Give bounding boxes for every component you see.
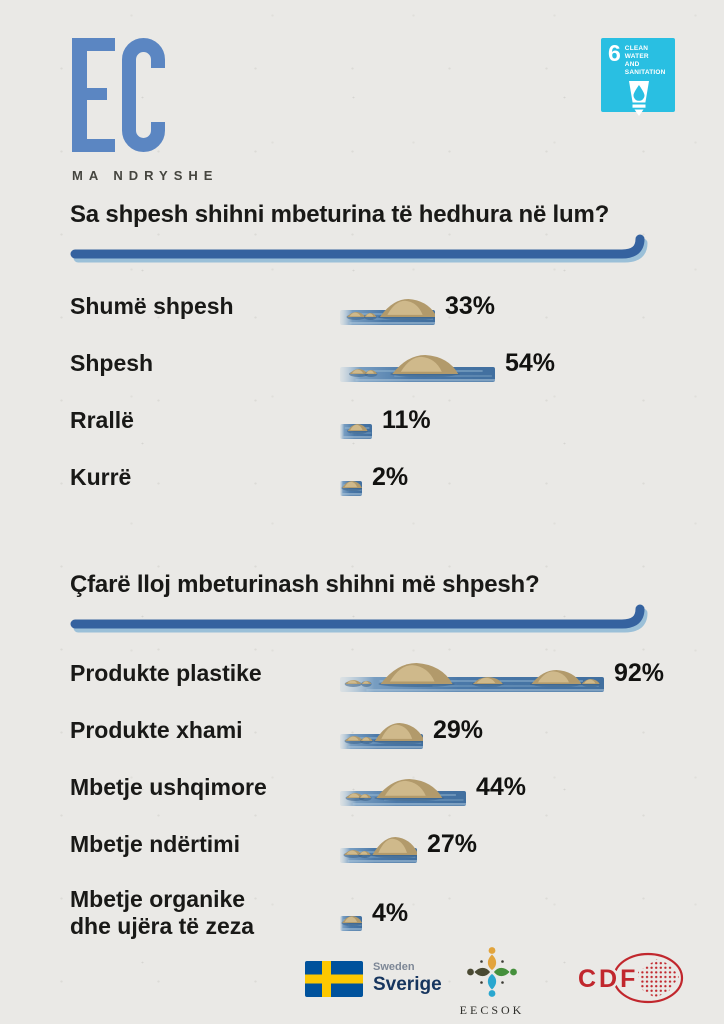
bar-cell: 27% xyxy=(340,822,477,868)
sweden-sverige-logo: Sweden Sverige xyxy=(305,961,442,997)
category-label: Kurrë xyxy=(70,463,132,490)
value-label: 44% xyxy=(476,773,527,801)
chart-row: Mbetje ushqimore 44% xyxy=(70,759,664,816)
river-bar-illustration xyxy=(340,778,466,806)
chart-row: Shumë shpesh 33% xyxy=(70,278,555,335)
bar-cell: 33% xyxy=(340,284,495,330)
ec-ma-ndryshe-logo: EC MA NDRYSHE xyxy=(72,38,218,183)
bar-cell: 44% xyxy=(340,765,526,811)
eecsok-compass-icon xyxy=(467,947,517,997)
sverige-label: Sverige xyxy=(373,974,442,996)
sdg6-title: CLEAN WATER AND SANITATION xyxy=(625,43,670,78)
swedish-flag-icon xyxy=(305,961,363,997)
river-bar-illustration xyxy=(340,916,362,931)
bar-cell: 92% xyxy=(340,651,664,697)
bar-cell: 4% xyxy=(340,890,408,936)
value-label: 4% xyxy=(372,898,409,927)
value-label: 54% xyxy=(505,349,556,377)
sweden-label: Sweden xyxy=(373,961,415,974)
question-1-title: Sa shpesh shihni mbeturina të hedhura në… xyxy=(70,201,610,228)
bar-cell: 29% xyxy=(340,708,483,754)
eecsok-label: EECSOK xyxy=(459,1003,525,1017)
ec-logo-mark-icon xyxy=(72,38,172,152)
sdg6-badge: 6 CLEAN WATER AND SANITATION xyxy=(601,38,675,116)
value-label: 2% xyxy=(372,463,409,491)
chart-row: Mbetje ndërtimi 27% xyxy=(70,816,664,873)
chart-1-rows: Shumë shpesh 33% Shpesh 54% Rrallë 11% Kurrë 2% xyxy=(70,278,555,506)
value-label: 29% xyxy=(433,716,484,744)
sdg6-title-line1: CLEAN WATER xyxy=(624,45,649,61)
question-1-block: Sa shpesh shihni mbeturina të hedhura në… xyxy=(70,201,655,265)
sdg6-title-line2: AND SANITATION xyxy=(624,61,666,77)
heading-underline-swoosh-icon xyxy=(70,234,648,263)
category-label: Produkte xhami xyxy=(70,716,243,743)
category-label: Mbetje ndërtimi xyxy=(70,830,240,857)
question-2-title: Çfarë lloj mbeturinash shihni më shpesh? xyxy=(70,571,540,598)
chart-row: Rrallë 11% xyxy=(70,392,555,449)
river-bar-illustration xyxy=(340,480,362,496)
cdf-circle-map-icon: CDF xyxy=(576,952,684,1004)
category-label: Mbetje ushqimore xyxy=(70,773,267,800)
category-label: Produkte plastike xyxy=(70,659,262,686)
river-bar-illustration xyxy=(340,354,495,382)
chart-row: Kurrë 2% xyxy=(70,449,555,506)
sdg6-header: 6 CLEAN WATER AND SANITATION xyxy=(608,40,670,78)
heading-underline-swoosh-icon xyxy=(70,604,648,633)
category-label: Shumë shpesh xyxy=(70,292,234,319)
chart-row: Mbetje organike dhe ujëra të zeza 4% xyxy=(70,873,664,953)
sdg6-number: 6 xyxy=(608,40,621,66)
ec-logo-subtext: MA NDRYSHE xyxy=(72,168,219,183)
chart-2-rows: Produkte plastike 92% Produkte xhami 29% Mbe… xyxy=(70,645,664,953)
river-bar-illustration xyxy=(340,836,417,863)
bar-cell: 11% xyxy=(340,398,431,444)
category-label: Shpesh xyxy=(70,349,154,376)
river-bar-illustration xyxy=(340,423,372,439)
bar-cell: 54% xyxy=(340,341,555,387)
river-bar-illustration xyxy=(340,662,604,692)
value-label: 27% xyxy=(427,830,478,858)
value-label: 33% xyxy=(445,292,496,320)
chart-row: Produkte xhami 29% xyxy=(70,702,664,759)
bar-cell: 2% xyxy=(340,455,408,501)
question-2-block: Çfarë lloj mbeturinash shihni më shpesh? xyxy=(70,571,655,635)
category-label: Rrallë xyxy=(70,406,134,433)
sweden-wordmark: Sweden Sverige xyxy=(373,962,442,996)
river-bar-illustration xyxy=(340,298,435,325)
river-bar-illustration xyxy=(340,722,423,749)
cdf-label: CDF xyxy=(578,965,638,993)
chart-row: Shpesh 54% xyxy=(70,335,555,392)
eecsok-logo: EECSOK xyxy=(454,947,530,1018)
water-glass-drop-icon xyxy=(629,80,649,116)
value-label: 11% xyxy=(382,406,431,434)
category-label: Mbetje organike dhe ujëra të zeza xyxy=(70,885,255,939)
value-label: 92% xyxy=(614,659,665,687)
chart-row: Produkte plastike 92% xyxy=(70,645,664,702)
cdf-logo: CDF xyxy=(576,952,694,1011)
